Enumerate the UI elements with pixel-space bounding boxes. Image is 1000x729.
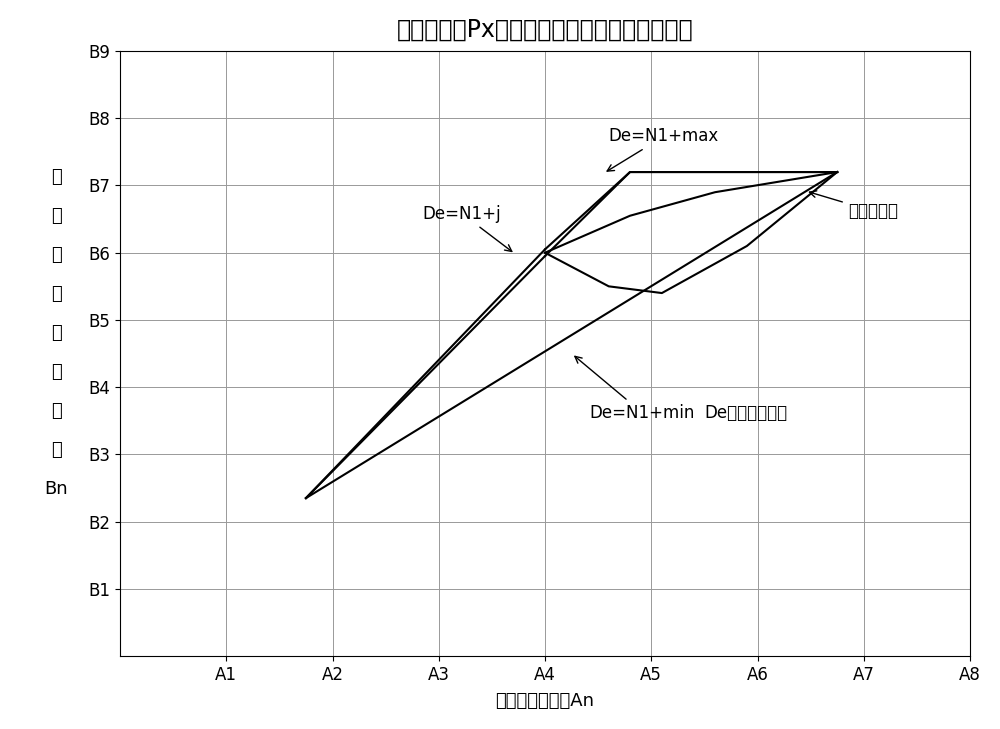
Text: 机: 机	[51, 168, 62, 187]
Text: 压力升高区: 压力升高区	[809, 191, 898, 220]
Text: 量: 量	[51, 441, 62, 459]
Text: 进: 进	[51, 363, 62, 381]
Text: 主: 主	[51, 246, 62, 265]
X-axis label: 机组输出电功率An: 机组输出电功率An	[496, 692, 594, 710]
Text: De=N1+max: De=N1+max	[607, 128, 719, 171]
Text: De=N1+min: De=N1+min	[575, 356, 695, 422]
Text: 组: 组	[51, 208, 62, 225]
Text: 汽: 汽	[51, 324, 62, 343]
Title: 抽汽压力为Px时的机组电、热负荷匹配工况图: 抽汽压力为Px时的机组电、热负荷匹配工况图	[397, 18, 693, 42]
Text: Bn: Bn	[44, 480, 68, 499]
Text: De=N1+j: De=N1+j	[423, 205, 512, 252]
Text: 蒸: 蒸	[51, 285, 62, 303]
Text: De：调整抽汽量: De：调整抽汽量	[704, 404, 788, 422]
Text: 汽: 汽	[51, 402, 62, 421]
